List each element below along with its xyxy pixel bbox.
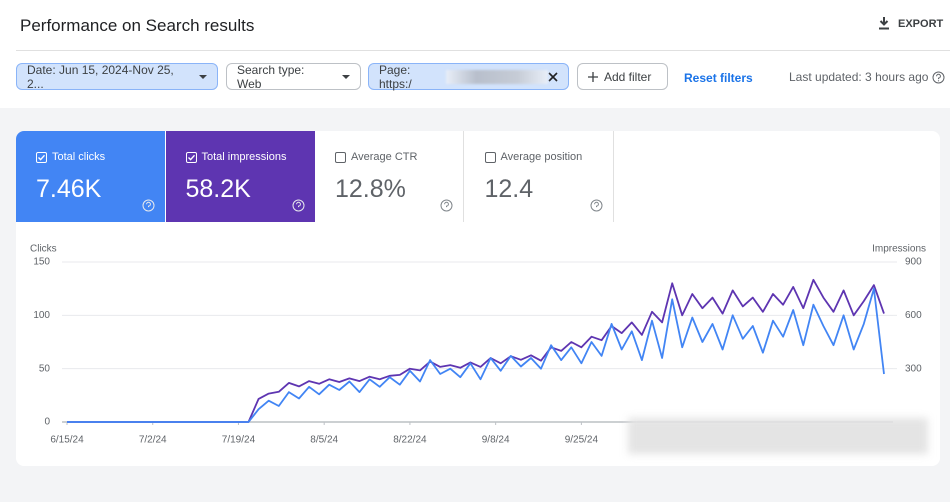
page-filter: Page: https:/ bbox=[379, 62, 412, 91]
date-filter: Date: Jun 15, 2024-Nov 25, 2... bbox=[27, 62, 174, 91]
help-circle bbox=[292, 199, 304, 212]
help-icon[interactable] bbox=[932, 71, 945, 84]
caret bbox=[342, 74, 350, 79]
help-mark bbox=[593, 201, 599, 208]
reset-filters[interactable]: Reset filters bbox=[684, 71, 753, 85]
help-mark bbox=[146, 201, 151, 208]
metric-label-row: Average position bbox=[484, 151, 613, 163]
series-line bbox=[67, 287, 885, 423]
remove-icon[interactable] bbox=[548, 71, 558, 82]
metric-label-row: Total impressions bbox=[185, 151, 315, 163]
last-updated-wrap: Last updated: 3 hours ago bbox=[789, 70, 945, 84]
checkbox-box bbox=[185, 151, 197, 163]
page-title: Performance on Search results bbox=[20, 16, 255, 35]
checkbox bbox=[185, 151, 197, 163]
search-type-chip[interactable]: Search type: Web bbox=[226, 62, 361, 91]
y-tick-label: 150 bbox=[33, 257, 50, 268]
add-filter-label: Add filter bbox=[604, 69, 652, 84]
metric-value: 7.46K bbox=[36, 175, 102, 203]
x-tick-label: 6/15/24 bbox=[50, 435, 84, 446]
y-tick-label: 100 bbox=[33, 310, 50, 321]
export-button[interactable]: EXPORT bbox=[878, 17, 943, 30]
metric-value: 58.2K bbox=[185, 175, 251, 203]
download-icon bbox=[879, 17, 889, 30]
checkbox-box bbox=[36, 151, 47, 163]
last-updated: Last updated: 3 hours ago bbox=[789, 70, 929, 84]
help-icon bbox=[440, 199, 453, 212]
y-tick-label: 0 bbox=[44, 417, 50, 428]
metric-card[interactable]: Total clicks 7.46K bbox=[16, 131, 165, 222]
help-circle bbox=[142, 199, 155, 212]
y2-tick-label: 300 bbox=[905, 363, 922, 374]
x-tick-label: 8/5/24 bbox=[310, 435, 338, 446]
metric-label-row: Total clicks bbox=[36, 151, 165, 163]
y2-tick-label: 600 bbox=[905, 310, 922, 321]
plus-icon bbox=[588, 71, 598, 82]
checkbox bbox=[484, 151, 496, 163]
search-type-filter: Search type: Web bbox=[237, 62, 305, 91]
help-mark bbox=[444, 201, 449, 208]
help-icon bbox=[590, 199, 602, 212]
metric-card[interactable]: Average CTR 12.8% bbox=[315, 131, 464, 222]
help-icon bbox=[292, 199, 304, 212]
checkbox-box bbox=[484, 151, 496, 163]
metric-label: Average position bbox=[500, 151, 583, 163]
x-tick-label: 7/2/24 bbox=[139, 435, 167, 446]
help-circle bbox=[440, 199, 453, 212]
export-label: EXPORT bbox=[898, 17, 944, 30]
metric-label-row: Average CTR bbox=[335, 151, 463, 163]
metric-label: Total clicks bbox=[52, 151, 106, 163]
metric-card[interactable]: Total impressions 58.2K bbox=[165, 131, 315, 222]
y2-tick-label: 900 bbox=[905, 257, 922, 268]
checkmark bbox=[38, 154, 46, 161]
redacted-area bbox=[628, 418, 928, 454]
divider bbox=[16, 50, 950, 51]
metric-label: Total impressions bbox=[201, 151, 287, 163]
x-tick-label: 7/19/24 bbox=[222, 435, 256, 446]
metric-label: Average CTR bbox=[351, 151, 418, 163]
x-tick-label: 9/25/24 bbox=[565, 435, 599, 446]
add-filter-button[interactable]: Add filter bbox=[577, 63, 668, 90]
x-tick-label: 8/22/24 bbox=[393, 435, 427, 446]
checkbox bbox=[36, 151, 47, 163]
checkbox-box bbox=[335, 151, 346, 163]
redacted-url bbox=[446, 69, 549, 84]
y-axis-label: Clicks bbox=[30, 244, 57, 255]
metric-value: 12.4 bbox=[484, 175, 534, 203]
caret bbox=[199, 74, 207, 79]
date-filter-chip[interactable]: Date: Jun 15, 2024-Nov 25, 2... bbox=[16, 62, 218, 91]
help-mark bbox=[295, 201, 301, 208]
page-filter-chip[interactable]: Page: https:/ bbox=[368, 62, 569, 91]
checkbox bbox=[335, 151, 346, 163]
help-icon bbox=[142, 199, 155, 212]
y2-axis-label: Impressions bbox=[872, 244, 926, 255]
checkmark bbox=[187, 154, 195, 161]
help-circle bbox=[590, 199, 602, 212]
metric-card[interactable]: Average position 12.4 bbox=[464, 131, 614, 222]
metric-value: 12.8% bbox=[335, 175, 406, 203]
x-tick-label: 9/8/24 bbox=[482, 435, 510, 446]
y-tick-label: 50 bbox=[39, 363, 51, 374]
